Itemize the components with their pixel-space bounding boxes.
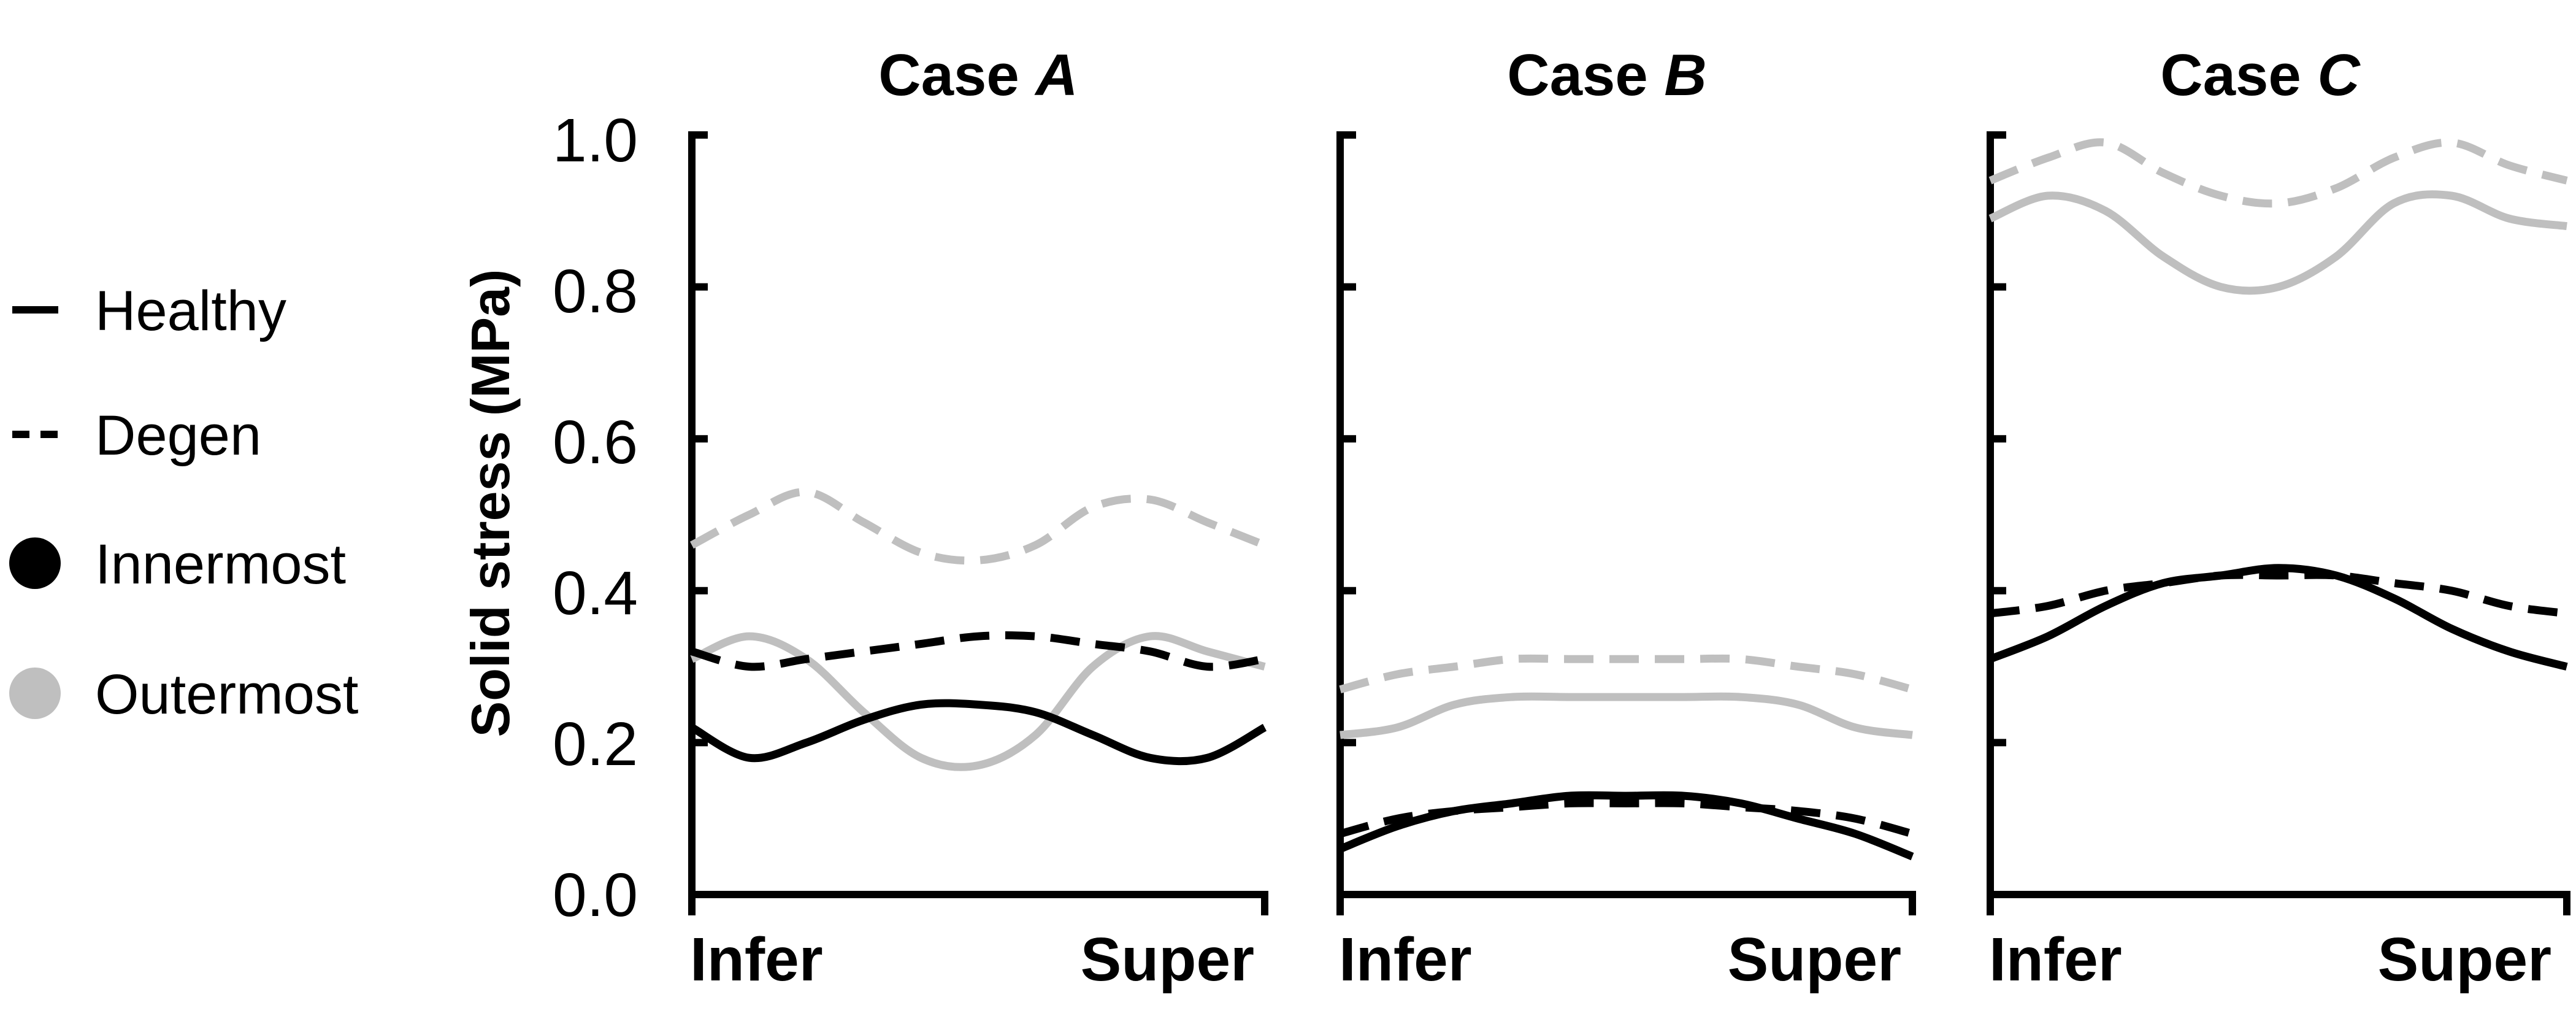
panel-a-outermost-healthy-line (690, 632, 1266, 771)
panel-case-c: Case C Infer Super (1987, 42, 2570, 994)
panel-b-outermost-healthy-line (1340, 692, 1913, 739)
y-tick-label: 0.6 (553, 408, 638, 477)
panel-c-innermost-degen-line (1990, 571, 2567, 618)
panel-a-x-start-label: Infer (690, 925, 823, 994)
panel-case-b: Case B Infer Super (1336, 42, 1916, 994)
panel-a-x-end-label: Super (1081, 925, 1254, 994)
panel-c-x-end-label: Super (2378, 925, 2551, 994)
panel-a-innermost-healthy-line (689, 699, 1267, 766)
legend-innermost-dot (9, 537, 61, 589)
panel-b-title: Case B (1507, 42, 1707, 108)
panel-a-series (689, 488, 1267, 771)
y-tick-label: 0.2 (553, 710, 638, 779)
legend-outermost-label: Outermost (95, 663, 358, 726)
panel-a-innermost-degen-line (691, 631, 1266, 671)
panel-c-innermost-healthy-line (1988, 564, 2568, 671)
panel-c-outermost-degen-line (1988, 138, 2568, 208)
y-tick-label: 1.0 (553, 106, 638, 175)
panel-a-axes (688, 131, 1268, 915)
panel-a-outermost-degen-line (689, 488, 1267, 565)
y-tick-label: 0.0 (553, 861, 638, 929)
panel-c-x-start-label: Infer (1989, 925, 2122, 994)
panel-b-innermost-healthy-line (1338, 791, 1914, 861)
panel-b-series (1338, 654, 1914, 861)
panel-b-outermost-degen-line (1339, 654, 1914, 693)
legend-outermost-dot (9, 668, 61, 719)
panel-c-series (1988, 138, 2568, 671)
legend: Healthy Degen Innermost Outermost (9, 280, 358, 726)
panel-case-a: Case A 0.0 0.2 0.4 0.6 0.8 1.0 Infer Sup… (553, 42, 1268, 994)
y-tick-label: 0.4 (553, 559, 638, 628)
panel-c-outermost-healthy-line (1988, 190, 2567, 295)
legend-innermost-label: Innermost (95, 533, 346, 596)
panel-a-y-tick-labels: 0.0 0.2 0.4 0.6 0.8 1.0 (553, 106, 638, 929)
legend-healthy-label: Healthy (95, 280, 286, 342)
panel-c-axes (1987, 131, 2570, 915)
panel-c-title: Case C (2160, 42, 2361, 108)
panel-b-x-end-label: Super (1728, 925, 1901, 994)
y-axis-label: Solid stress (MPa) (460, 269, 521, 737)
panel-b-axes (1336, 131, 1916, 915)
y-tick-label: 0.8 (553, 257, 638, 326)
legend-degen-label: Degen (95, 404, 261, 467)
panel-b-x-start-label: Infer (1339, 925, 1472, 994)
panel-a-title: Case A (878, 42, 1078, 108)
